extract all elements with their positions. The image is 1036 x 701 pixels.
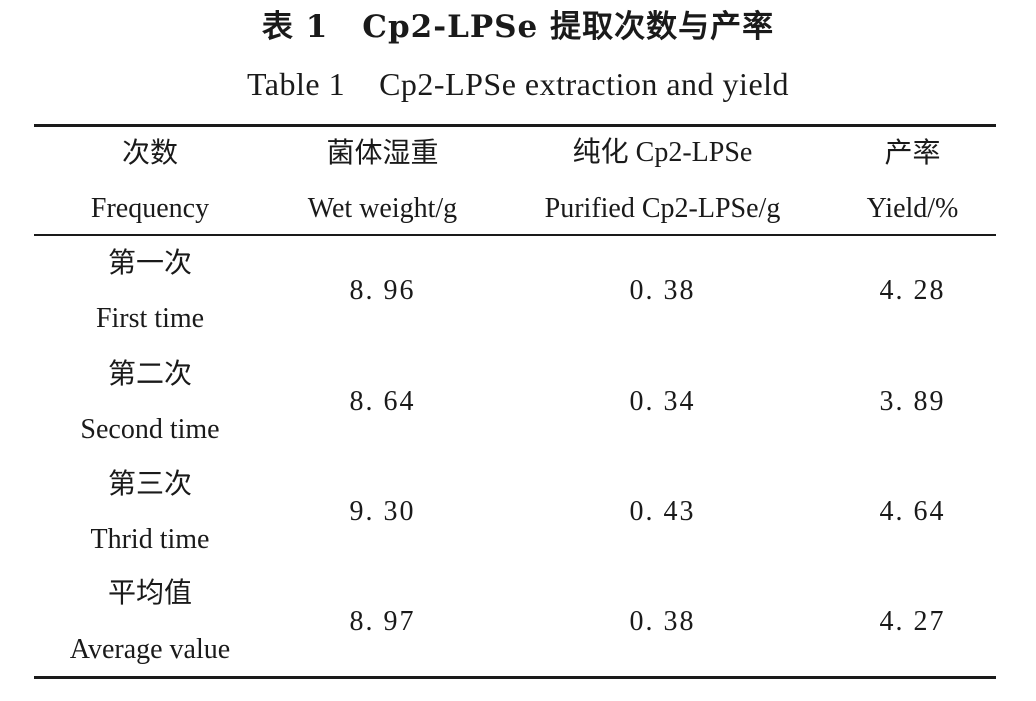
header-purified-en: Purified Cp2-LPSe/g [544, 193, 781, 224]
row-label-en: First time [95, 303, 205, 334]
row-label-cn: 平均值 [107, 576, 192, 609]
header-frequency-cn: 次数 [121, 136, 178, 169]
table-title-cn: 表 1 Cp2-LPSe 提取次数与产率 [0, 6, 1036, 48]
yield-value: 4. 64 [879, 496, 946, 527]
header-frequency-en: Frequency [90, 193, 210, 224]
yield-value: 4. 28 [879, 275, 946, 306]
purified-value: 0. 34 [629, 386, 696, 417]
header-yield-cn: 产率 [884, 136, 941, 169]
row-label-cn: 第三次 [107, 467, 192, 500]
row-label-en: Average value [69, 634, 231, 665]
table-bottom-rule [34, 676, 996, 679]
purified-value: 0. 38 [629, 606, 696, 637]
table-title-en: Table 1 Cp2-LPSe extraction and yield [0, 63, 1036, 105]
row-label-en: Second time [80, 414, 220, 445]
row-label-cn: 第二次 [107, 357, 192, 390]
purified-value: 0. 38 [629, 275, 696, 306]
wet-weight-value: 9. 30 [349, 496, 416, 527]
header-wet-weight-en: Wet weight/g [307, 193, 458, 224]
purified-value: 0. 43 [629, 496, 696, 527]
table-number-en: Table 1 [246, 66, 346, 102]
row-label-cn: 第一次 [107, 246, 192, 279]
yield-value: 4. 27 [879, 606, 946, 637]
header-yield-en: Yield/% [866, 193, 959, 224]
table-number-cn: 表 1 [261, 9, 329, 45]
wet-weight-value: 8. 96 [349, 275, 416, 306]
header-wet-weight-cn: 菌体湿重 [326, 136, 439, 169]
table-header-rule [34, 234, 996, 236]
table-title-cn-text: Cp2-LPSe 提取次数与产率 [362, 9, 775, 45]
table-title-en-text: Cp2-LPSe extraction and yield [379, 66, 790, 102]
header-purified-cn: 纯化 Cp2-LPSe [572, 137, 753, 168]
row-label-en: Thrid time [90, 524, 210, 555]
wet-weight-value: 8. 97 [349, 606, 416, 637]
table-top-rule [34, 124, 996, 127]
wet-weight-value: 8. 64 [349, 386, 416, 417]
yield-value: 3. 89 [879, 386, 946, 417]
